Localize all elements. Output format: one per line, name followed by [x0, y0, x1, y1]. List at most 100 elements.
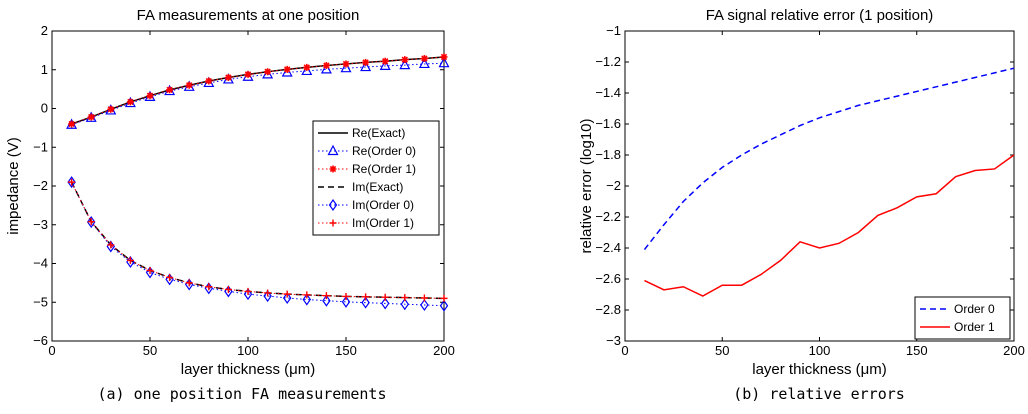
legend-entry: Re(Exact): [352, 126, 405, 140]
data-point: [322, 292, 330, 300]
x-tick-label: 50: [143, 343, 157, 358]
legend: Re(Exact) Re(Order 0) Re(Order 1) Im(Exact)…: [312, 120, 440, 236]
y-tick-label: −2.8: [595, 302, 621, 317]
series-line: [643, 67, 1015, 251]
y-tick-label: −4: [33, 256, 48, 271]
data-point: [342, 292, 350, 300]
y-tick-label: −2: [606, 178, 621, 193]
data-point: [420, 55, 428, 63]
data-point: [303, 291, 311, 299]
data-point: [205, 283, 213, 291]
data-point: [361, 296, 370, 309]
chart-title: FA signal relative error (1 position): [706, 7, 934, 24]
series-line: [71, 62, 445, 126]
legend-box: [914, 296, 1011, 340]
x-tick-label: 200: [433, 343, 455, 358]
data-point: [243, 288, 253, 301]
y-tick-label: −1: [606, 23, 621, 38]
chart-b: 0 50 100 150 200 −3 −2.8 −2.6 −2.4 −2.2 −2 −1.8 −1.6…: [578, 7, 1025, 378]
plot-area: [624, 30, 1015, 342]
data-point: [381, 57, 389, 65]
data-point: [399, 58, 411, 70]
legend-marker: [327, 144, 339, 156]
y-tick-label: −2.6: [595, 271, 621, 286]
data-point: [68, 178, 76, 186]
data-point: [439, 299, 449, 312]
y-tick-label: −5: [33, 294, 48, 309]
series-order-0: [643, 67, 1015, 251]
series-line: [71, 181, 445, 307]
x-tick-label: 100: [237, 343, 259, 358]
data-point: [340, 61, 352, 73]
legend-entry: Im(Exact): [352, 180, 403, 194]
legend-entry: Im(Order 0): [352, 198, 414, 212]
data-point: [87, 113, 95, 121]
data-point: [440, 294, 448, 302]
data-point: [341, 295, 351, 308]
data-point: [322, 61, 330, 69]
y-axis-label: impedance (V): [5, 137, 22, 235]
data-point: [263, 290, 272, 303]
data-point: [380, 297, 390, 310]
y-tick-label: −1.2: [595, 54, 621, 69]
data-point: [401, 56, 409, 64]
data-point: [68, 120, 76, 128]
x-tick-label: 150: [335, 343, 357, 358]
data-point: [166, 273, 174, 281]
y-tick-label: −1.6: [595, 116, 621, 131]
y-tick-label: −3: [606, 333, 621, 348]
data-point: [440, 53, 448, 61]
data-point: [342, 60, 350, 68]
legend-entry: Order 0: [954, 302, 995, 316]
data-point: [126, 256, 134, 264]
data-point: [146, 266, 154, 274]
legend-box: [312, 120, 440, 236]
legend-entry: Order 1: [954, 320, 995, 334]
data-point: [126, 98, 134, 106]
data-point: [244, 287, 252, 295]
data-point: [264, 289, 272, 297]
x-axis-label: layer thickness (μm): [752, 361, 887, 378]
data-point: [282, 291, 292, 305]
data-point: [420, 298, 429, 312]
x-tick-label: 0: [48, 343, 55, 358]
data-point: [86, 215, 96, 229]
data-point: [360, 60, 372, 72]
chart-a: 0 50 100 150 200 −6 −5 −4 −3 −2 −1 0 1 2 FA measuremen…: [5, 7, 455, 378]
legend-entry: Re(Order 0): [352, 144, 416, 158]
data-point: [362, 58, 370, 66]
caption-a: (a) one position FA measurements: [97, 385, 387, 403]
series-line: [644, 154, 1015, 297]
x-tick-label: 50: [715, 343, 729, 358]
chart-title: FA measurements at one position: [137, 7, 360, 24]
data-point: [224, 74, 232, 81]
y-tick-label: −1: [33, 139, 48, 154]
data-point: [224, 285, 232, 293]
y-axis-label: relative error (log10): [578, 118, 595, 253]
data-point: [418, 57, 430, 69]
data-point: [438, 56, 450, 68]
series-re-order-1: [68, 53, 448, 128]
data-point: [87, 218, 95, 226]
data-point: [166, 86, 174, 94]
y-tick-label: 0: [41, 101, 48, 116]
series-order-1: [644, 154, 1015, 297]
data-point: [67, 176, 76, 189]
series-im-order-1: [68, 178, 448, 302]
legend-marker: [328, 198, 338, 212]
legend-entry: Im(Order 1): [352, 216, 414, 230]
legend: Order 0 Order 1: [914, 296, 1011, 340]
data-point: [107, 241, 115, 249]
y-tick-label: −2: [33, 178, 48, 193]
x-tick-label: 200: [1003, 343, 1025, 358]
data-point: [283, 65, 291, 73]
data-point: [244, 70, 252, 78]
legend-entry: Re(Order 1): [352, 162, 416, 176]
x-tick-label: 150: [906, 343, 928, 358]
data-point: [185, 81, 193, 89]
y-tick-label: 2: [41, 23, 48, 38]
caption-b: (b) relative errors: [733, 385, 905, 403]
data-point: [320, 63, 332, 74]
legend-marker: [329, 165, 337, 173]
